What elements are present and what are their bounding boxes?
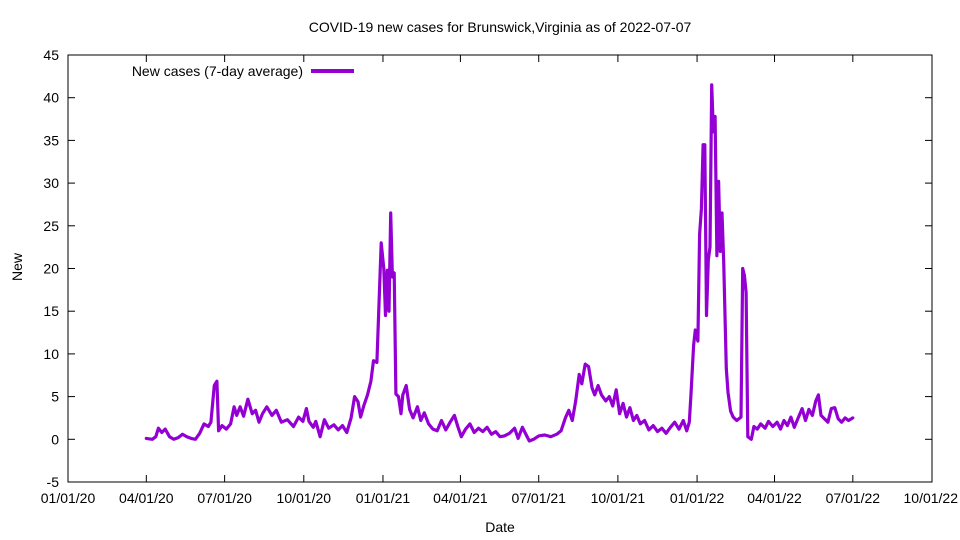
legend: New cases (7-day average) [132,63,354,79]
y-tick-label: 45 [43,47,59,63]
x-tick-label: 04/01/22 [747,490,802,506]
plot-frame [67,54,933,483]
axis-ticks: -5 0 5 10 15 20 25 30 35 40 45 01/01/20 04/01/20 07/0… [41,47,958,506]
y-tick-label: 0 [51,431,59,447]
x-tick-label: 04/01/20 [119,490,174,506]
y-tick-label: 20 [43,261,59,277]
x-tick-label: 10/01/22 [904,490,959,506]
y-tick-label: 30 [43,175,59,191]
y-tick-label: 40 [43,90,59,106]
y-tick-label: 15 [43,303,59,319]
legend-label: New cases (7-day average) [132,63,303,79]
x-tick-label: 01/01/21 [356,490,411,506]
x-tick-label: 04/01/21 [433,490,488,506]
series-line [144,83,855,443]
x-axis-title: Date [485,519,515,535]
y-tick-label: 25 [43,218,59,234]
y-tick-label: 10 [43,346,59,362]
x-tick-label: 07/01/20 [197,490,252,506]
chart-title: COVID-19 new cases for Brunswick,Virgini… [309,19,692,35]
series-group [144,83,855,443]
y-tick-label: 35 [43,132,59,148]
y-tick-label: -5 [47,474,60,490]
y-tick-label: 5 [51,389,59,405]
x-tick-label: 07/01/22 [826,490,881,506]
x-tick-label: 10/01/21 [591,490,646,506]
x-tick-label: 01/01/22 [670,490,725,506]
y-axis-title: New [9,252,25,281]
x-tick-label: 01/01/20 [41,490,96,506]
x-tick-label: 07/01/21 [511,490,566,506]
x-tick-label: 10/01/20 [277,490,332,506]
